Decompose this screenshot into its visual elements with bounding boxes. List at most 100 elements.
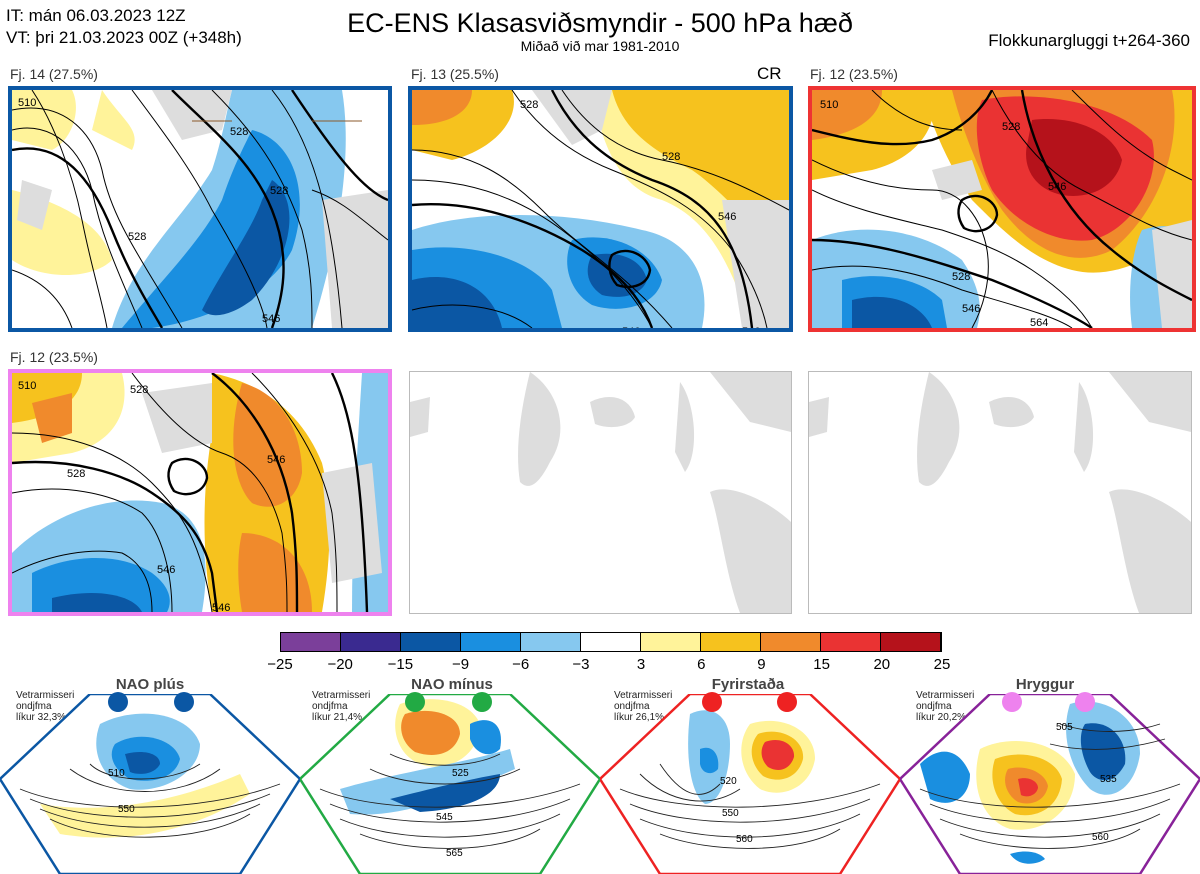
- regime-1-dot-left: [108, 692, 128, 712]
- regime-1-title: NAO plús: [115, 676, 185, 693]
- panel-2-tag: CR: [757, 64, 782, 83]
- regime-4-map: 505 535 560: [900, 694, 1200, 874]
- contour-label: 546: [742, 326, 760, 328]
- panel-4-label: Fj. 12 (23.5%): [10, 349, 98, 365]
- regime-1-dot-right: [174, 692, 194, 712]
- colorbar-segment: [461, 633, 521, 651]
- regime-row: Vetrarmisseri ondjfma líkur 32,3% NAO pl…: [0, 676, 1200, 874]
- regime-note-line: ondjfma: [16, 701, 52, 712]
- contour-label: 550: [722, 808, 739, 819]
- colorbar-tick-label: 20: [873, 656, 891, 673]
- colorbar-tick-label: −9: [451, 656, 470, 673]
- colorbar-segment: [281, 633, 341, 651]
- regime-note-line: Vetrarmisseri: [16, 690, 75, 701]
- colorbar-tick-label: −25: [267, 656, 293, 673]
- contour-label: 546: [262, 313, 280, 325]
- contour-label: 510: [108, 768, 125, 779]
- regime-2-note: Vetrarmisseri ondjfma líkur 21,4%: [312, 690, 370, 723]
- colorbar-segment: [761, 633, 821, 651]
- contour-label: 505: [1056, 722, 1073, 733]
- empty-map-6: [808, 371, 1192, 614]
- regime-2-dot-right: [472, 692, 492, 712]
- contour-label: 560: [736, 834, 753, 845]
- regime-note-line: líkur 26,1%: [614, 712, 665, 723]
- contour-label: 546: [622, 326, 640, 328]
- contour-label: 550: [118, 804, 135, 815]
- regime-3-dot-right: [777, 692, 797, 712]
- colorbar-segment: [581, 633, 641, 651]
- regime-4-dot-right: [1075, 692, 1095, 712]
- contour-label: 546: [962, 303, 980, 315]
- regime-note-line: ondjfma: [614, 701, 650, 712]
- contour-label: 528: [128, 231, 146, 243]
- regime-3-map: 520 550 560: [600, 694, 900, 874]
- contour-label: 546: [718, 211, 736, 223]
- colorbar-segment: [701, 633, 761, 651]
- regime-3-dot-left: [702, 692, 722, 712]
- regime-1-map: 510 550: [0, 694, 300, 874]
- contour-label: 528: [130, 384, 148, 396]
- contour-label: 528: [1002, 121, 1020, 133]
- empty-map-5: [409, 371, 792, 614]
- regime-note-line: líkur 32,3%: [16, 712, 67, 723]
- colorbar-tick-label: 9: [757, 656, 766, 673]
- regime-4-dot-left: [1002, 692, 1022, 712]
- regime-4-title: Hryggur: [1015, 676, 1075, 693]
- contour-label: 546: [1048, 181, 1066, 193]
- colorbar-tick-label: 3: [636, 656, 646, 673]
- contour-label: 565: [446, 848, 463, 859]
- contour-label: 528: [520, 99, 538, 111]
- valid-time: VT: þri 21.03.2023 00Z (+348h): [6, 28, 242, 47]
- page-title: EC-ENS Klasasviðsmyndir - 500 hPa hæð: [347, 8, 853, 38]
- regime-note-line: líkur 21,4%: [312, 712, 363, 723]
- regime-2-title: NAO mínus: [411, 676, 493, 693]
- regime-note-line: Vetrarmisseri: [916, 690, 975, 701]
- panel-1-label: Fj. 14 (27.5%): [10, 66, 98, 82]
- regime-1-note: Vetrarmisseri ondjfma líkur 32,3%: [16, 690, 74, 723]
- regime-note-line: líkur 20,2%: [916, 712, 967, 723]
- contour-label: 510: [820, 99, 838, 111]
- colorbar-segment: [341, 633, 401, 651]
- cluster-map-3: 510 528 546 528 546 564: [808, 86, 1196, 332]
- colorbar-segment: [521, 633, 581, 651]
- contour-label: 528: [230, 126, 248, 138]
- cluster-map-2: 528 546 528 546 546: [408, 86, 793, 332]
- regime-3-note: Vetrarmisseri ondjfma líkur 26,1%: [614, 690, 672, 723]
- contour-label: 528: [952, 271, 970, 283]
- colorbar-tick-label: −6: [512, 656, 530, 673]
- classification-window: Flokkunargluggi t+264-360: [988, 31, 1190, 50]
- contour-label: 528: [67, 468, 85, 480]
- regime-4-note: Vetrarmisseri ondjfma líkur 20,2%: [916, 690, 974, 723]
- colorbar-segment: [881, 633, 941, 651]
- colorbar-ticks: −25 −20 −15 −9 −6 −3 3 6 9 15 20 25: [0, 656, 1200, 676]
- cluster-map-1: 510 528 528 546 528: [8, 86, 392, 332]
- colorbar-tick-label: 15: [813, 656, 830, 673]
- regime-note-line: ondjfma: [312, 701, 348, 712]
- colorbar-segment: [641, 633, 701, 651]
- page-subtitle: Miðað við mar 1981-2010: [520, 38, 680, 54]
- contour-label: 525: [452, 768, 469, 779]
- colorbar: [280, 632, 942, 652]
- colorbar-segment: [401, 633, 461, 651]
- panel-3-label: Fj. 12 (23.5%): [810, 66, 898, 82]
- contour-label: 528: [662, 151, 680, 163]
- colorbar-tick-label: 6: [697, 656, 706, 673]
- regime-note-line: ondjfma: [916, 701, 952, 712]
- regime-note-line: Vetrarmisseri: [614, 690, 673, 701]
- colorbar-tick-label: 25: [933, 656, 951, 673]
- contour-label: 546: [267, 454, 285, 466]
- contour-label: 510: [18, 380, 36, 392]
- contour-label: 546: [157, 564, 175, 576]
- regime-note-line: Vetrarmisseri: [312, 690, 371, 701]
- contour-label: 546: [212, 602, 230, 612]
- contour-label: 545: [436, 812, 453, 823]
- contour-label: 535: [1100, 774, 1117, 785]
- contour-label: 510: [18, 97, 36, 109]
- header-info: IT: mán 06.03.2023 12Z VT: þri 21.03.202…: [6, 5, 242, 49]
- colorbar-segment: [821, 633, 881, 651]
- cluster-map-4: 510 528 528 546 546 546: [8, 369, 392, 616]
- colorbar-tick-label: −3: [572, 656, 590, 673]
- contour-label: 520: [720, 776, 737, 787]
- init-time: IT: mán 06.03.2023 12Z: [6, 6, 186, 25]
- regime-3-title: Fyrirstaða: [711, 676, 785, 693]
